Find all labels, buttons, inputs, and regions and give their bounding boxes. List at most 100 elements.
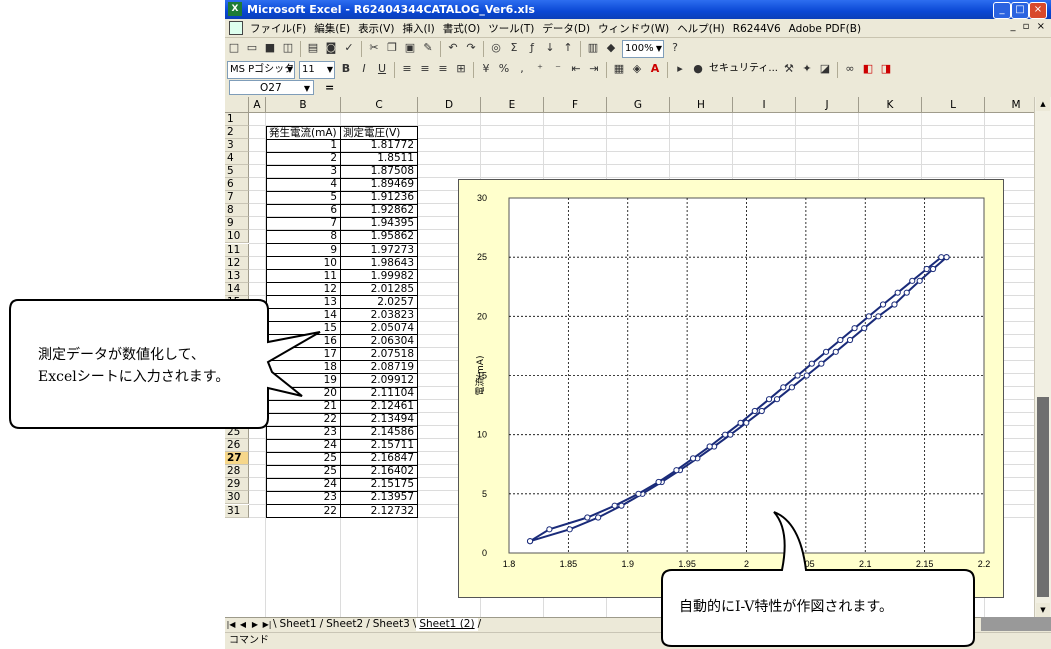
row-header-22[interactable]: 22 [225, 387, 249, 401]
row-header-21[interactable]: 21 [225, 374, 249, 388]
voltage-cell[interactable]: 1.94395 [340, 217, 418, 231]
menu-insert[interactable]: 挿入(I) [402, 23, 435, 35]
row-header-27[interactable]: 27 [225, 452, 249, 466]
menu-file[interactable]: ファイル(F) [250, 23, 307, 35]
scroll-thumb[interactable] [1037, 397, 1049, 597]
document-icon[interactable] [229, 21, 243, 35]
data-point[interactable] [773, 396, 781, 403]
data-point[interactable] [909, 277, 916, 284]
current-cell[interactable]: 6 [266, 204, 341, 218]
data-point[interactable] [894, 289, 901, 296]
merge-center-icon[interactable]: ⊞ [456, 62, 466, 75]
row-header-7[interactable]: 7 [225, 191, 249, 205]
data-point[interactable] [846, 336, 854, 344]
chart-wizard-icon[interactable]: ▥ [587, 41, 599, 54]
control-toolbox-icon[interactable]: ⚒ [784, 62, 794, 75]
column-header-g[interactable]: G [607, 97, 670, 113]
current-cell[interactable]: 8 [266, 230, 341, 244]
voltage-cell[interactable]: 2.11104 [340, 387, 418, 401]
cut-icon[interactable]: ✂ [369, 41, 379, 54]
increase-decimal-icon[interactable]: ⁺ [537, 62, 543, 75]
permission-icon[interactable]: ◫ [282, 41, 294, 54]
row-header-18[interactable]: 18 [225, 334, 249, 348]
borders-icon[interactable]: ▦ [613, 62, 625, 75]
current-cell[interactable]: 12 [266, 282, 341, 297]
voltage-cell[interactable]: 2.13957 [340, 491, 418, 505]
link-icon[interactable]: ∞ [845, 62, 855, 75]
data-point[interactable] [751, 407, 758, 415]
row-header-9[interactable]: 9 [225, 217, 249, 231]
data-point[interactable] [875, 313, 882, 320]
row-header-26[interactable]: 26 [225, 439, 249, 453]
column-header-i[interactable]: I [733, 97, 796, 113]
data-point[interactable] [635, 490, 642, 497]
maximize-button[interactable]: □ [1011, 2, 1029, 19]
close-button[interactable]: × [1029, 2, 1047, 19]
current-cell[interactable]: 22 [266, 504, 341, 519]
vertical-scrollbar[interactable]: ▲ ▼ [1034, 97, 1051, 617]
data-point[interactable] [611, 502, 618, 509]
voltage-cell[interactable]: 1.81772 [340, 139, 418, 153]
voltage-cell[interactable]: 2.03823 [340, 308, 418, 323]
current-cell[interactable]: 24 [266, 439, 341, 453]
align-right-icon[interactable]: ≡ [438, 62, 448, 75]
record-icon[interactable]: ● [693, 62, 703, 75]
column-header-a[interactable]: A [249, 97, 266, 113]
print-preview-icon[interactable]: ◙ [325, 41, 337, 54]
data-point[interactable] [851, 325, 858, 332]
voltage-cell[interactable]: 2.15175 [340, 478, 418, 492]
tab-sheet2[interactable]: Sheet2 [326, 618, 364, 630]
first-sheet-icon[interactable]: |◀ [226, 620, 236, 629]
decrease-decimal-icon[interactable]: ⁻ [555, 62, 561, 75]
data-point[interactable] [788, 384, 795, 391]
row-header-14[interactable]: 14 [225, 282, 249, 296]
current-cell[interactable]: 1 [266, 139, 341, 153]
voltage-cell[interactable]: 1.91236 [340, 191, 418, 205]
undo-icon[interactable]: ↶ [448, 41, 458, 54]
data-point[interactable] [722, 431, 729, 438]
format-painter-icon[interactable]: ✎ [423, 41, 433, 54]
data-point[interactable] [673, 467, 680, 474]
prev-sheet-icon[interactable]: ◀ [239, 620, 247, 629]
align-center-icon[interactable]: ≡ [420, 62, 430, 75]
hyperlink-icon[interactable]: ◎ [491, 41, 501, 54]
current-cell[interactable]: 11 [266, 269, 341, 284]
current-cell[interactable]: 20 [266, 387, 341, 401]
column-header-e[interactable]: E [481, 97, 544, 113]
percent-icon[interactable]: % [498, 62, 510, 75]
row-header-23[interactable]: 23 [225, 400, 249, 414]
row-header-25[interactable]: 25 [225, 426, 249, 440]
next-sheet-icon[interactable]: ▶ [251, 620, 259, 629]
column-header-f[interactable]: F [544, 97, 607, 113]
menu-edit[interactable]: 編集(E) [314, 23, 351, 35]
font-color-icon[interactable]: A [650, 62, 660, 75]
sort-descending-icon[interactable]: ↑ [563, 41, 573, 54]
row-header-30[interactable]: 30 [225, 491, 249, 505]
voltage-cell[interactable]: 1.92862 [340, 204, 418, 218]
security-button[interactable]: セキュリティ... [709, 63, 778, 74]
data-point[interactable] [758, 407, 765, 415]
data-point[interactable] [780, 384, 787, 391]
menu-data[interactable]: データ(D) [542, 23, 591, 35]
tab-sheet1-copy[interactable]: Sheet1 (2) [416, 618, 478, 631]
copy-icon[interactable]: ❐ [387, 41, 397, 54]
voltage-cell[interactable]: 2.16847 [340, 452, 418, 466]
current-cell[interactable]: 9 [266, 243, 341, 258]
data-point[interactable] [808, 360, 815, 367]
current-cell[interactable]: 18 [266, 360, 341, 375]
current-cell[interactable]: 4 [266, 178, 341, 192]
data-point[interactable] [794, 372, 801, 379]
voltage-column-header[interactable]: 測定電圧(V) [340, 126, 418, 141]
menu-window[interactable]: ウィンドウ(W) [598, 23, 670, 35]
voltage-cell[interactable]: 1.99982 [340, 269, 418, 284]
data-point[interactable] [891, 301, 898, 308]
row-header-19[interactable]: 19 [225, 347, 249, 361]
current-cell[interactable]: 7 [266, 217, 341, 231]
voltage-cell[interactable]: 2.05074 [340, 321, 418, 336]
voltage-cell[interactable]: 2.01285 [340, 282, 418, 297]
data-point[interactable] [916, 277, 923, 284]
data-point[interactable] [655, 478, 662, 486]
row-header-20[interactable]: 20 [225, 360, 249, 374]
row-header-1[interactable]: 1 [225, 113, 249, 127]
align-left-icon[interactable]: ≡ [402, 62, 412, 75]
